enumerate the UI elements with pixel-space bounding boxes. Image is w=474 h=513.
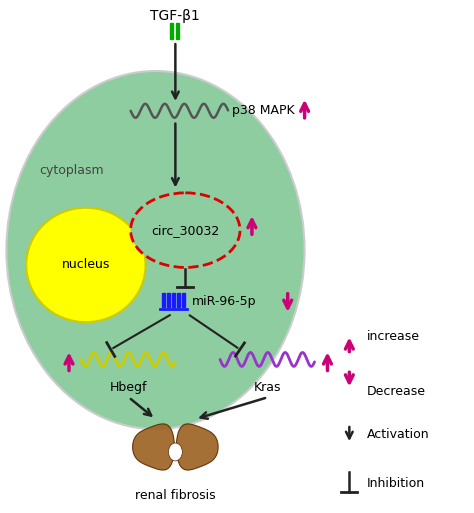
Bar <box>163 293 165 307</box>
Text: TGF-β1: TGF-β1 <box>150 9 200 24</box>
Polygon shape <box>133 424 174 470</box>
Bar <box>182 293 185 307</box>
Text: Inhibition: Inhibition <box>367 477 425 490</box>
Polygon shape <box>176 424 218 470</box>
Text: Hbegf: Hbegf <box>110 381 147 394</box>
Bar <box>167 293 170 307</box>
Text: p38 MAPK: p38 MAPK <box>232 104 295 117</box>
Bar <box>176 23 179 39</box>
Text: increase: increase <box>367 330 420 343</box>
Ellipse shape <box>168 443 182 461</box>
Text: miR-96-5p: miR-96-5p <box>192 295 257 308</box>
Text: Decrease: Decrease <box>367 385 426 398</box>
Ellipse shape <box>6 71 305 429</box>
Bar <box>177 293 180 307</box>
Text: circ_30032: circ_30032 <box>151 224 219 236</box>
Text: Activation: Activation <box>367 427 430 441</box>
Ellipse shape <box>26 208 146 322</box>
Bar <box>173 293 175 307</box>
Text: Kras: Kras <box>254 381 282 394</box>
Ellipse shape <box>131 193 240 267</box>
Text: nucleus: nucleus <box>62 259 110 271</box>
Text: renal fibrosis: renal fibrosis <box>135 489 216 502</box>
Text: cytoplasm: cytoplasm <box>39 164 104 177</box>
Bar <box>170 23 173 39</box>
